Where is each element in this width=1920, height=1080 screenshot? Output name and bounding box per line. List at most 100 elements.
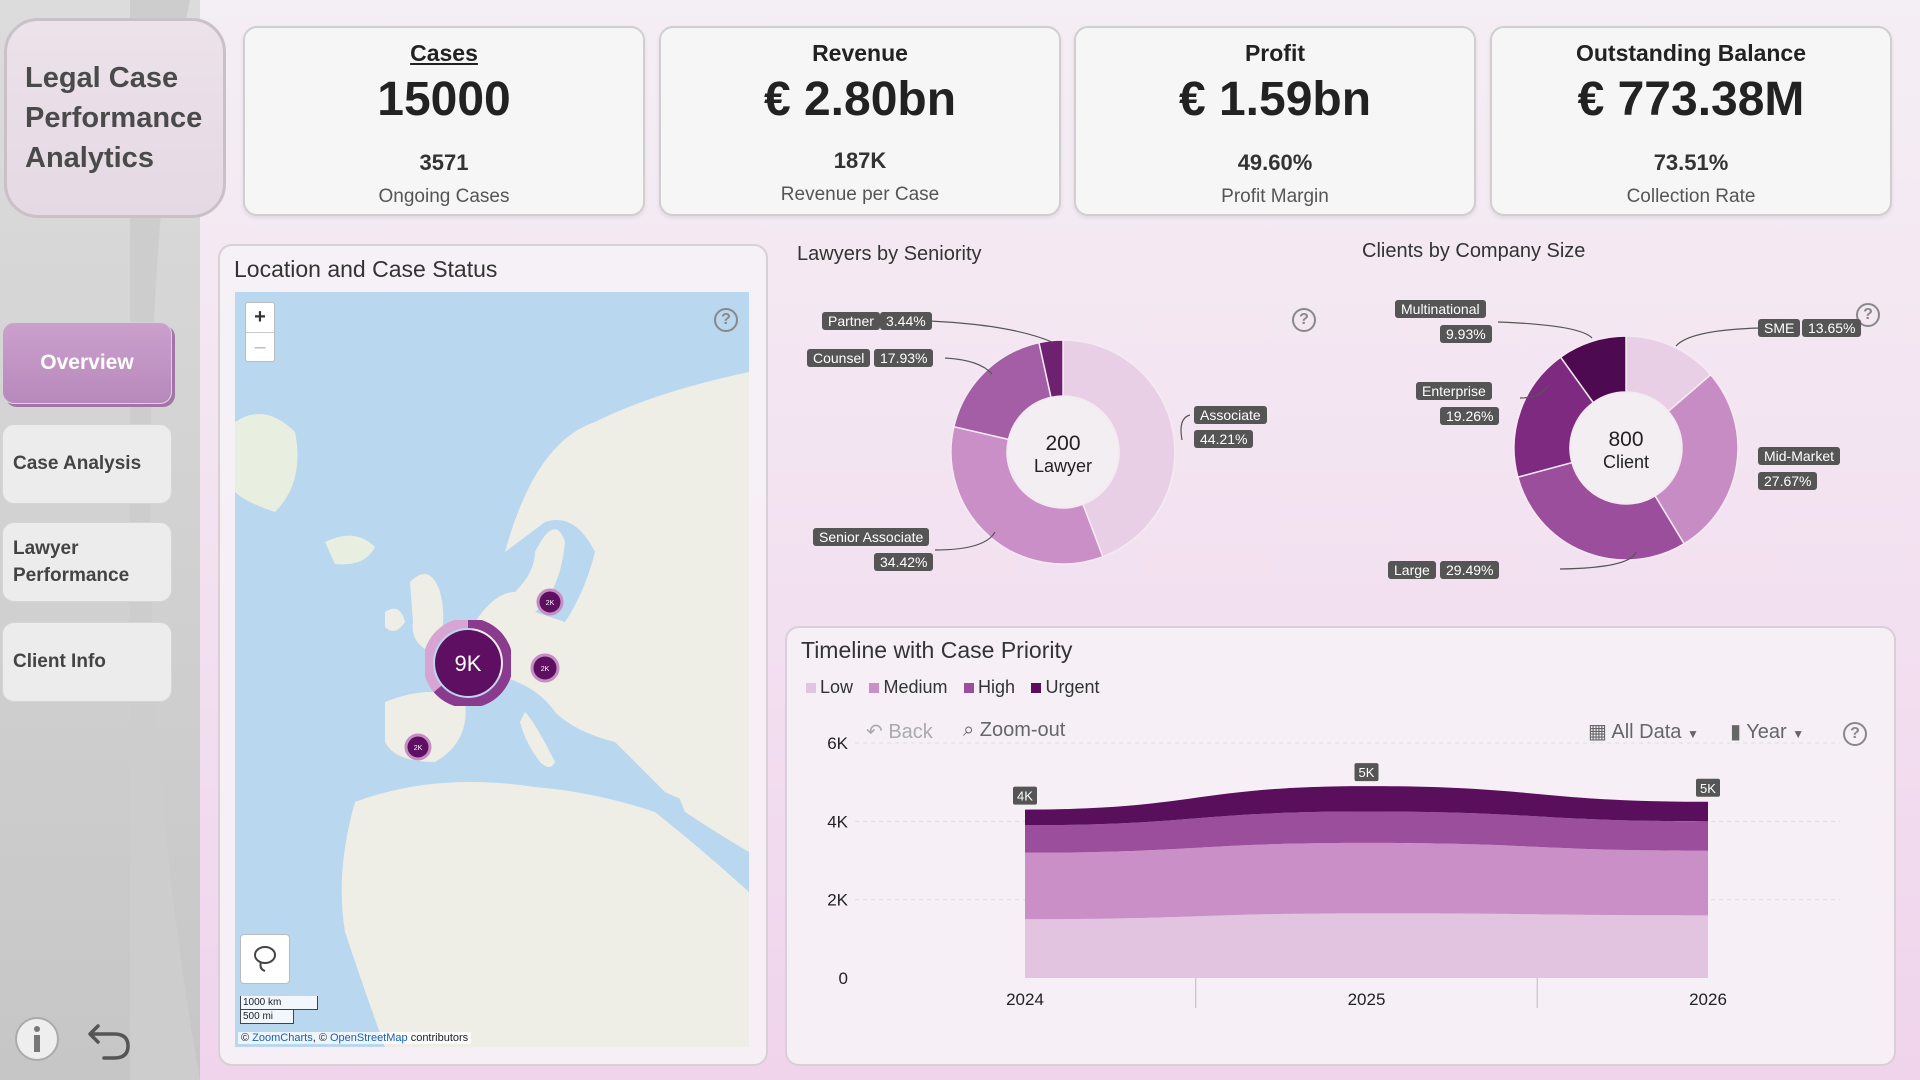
lawyers-label-name: Partner [822,312,880,330]
kpi-value: 15000 [377,73,511,126]
area-series-low[interactable] [1025,913,1708,978]
scale-km: 1000 km [240,996,318,1010]
year-dropdown[interactable]: ▮ Year ▼ [1730,719,1804,744]
back-arrow-icon[interactable] [86,1012,134,1062]
clients-slice-multinational[interactable] [1559,335,1627,404]
lawyers-label-pct: 3.44% [880,312,932,330]
nav-case-analysis[interactable]: Case Analysis [2,424,172,504]
kpi-card-revenue: Revenue € 2.80bn 187K Revenue per Case [659,26,1061,216]
cluster-label: 2K [546,600,555,607]
y-tick-label: 0 [839,969,848,988]
clients-label-name: Mid-Market [1758,447,1841,465]
lawyers-label-name: Counsel [807,349,871,367]
kpi-sub-value: 49.60% [1237,150,1313,175]
kpi-card-outstanding-balance: Outstanding Balance € 773.38M 73.51% Col… [1490,26,1892,216]
map-help-icon[interactable]: ? [714,308,738,332]
back-label: Back [888,721,933,743]
kpi-title[interactable]: Cases [410,40,478,66]
cluster-label: 2K [414,745,423,752]
clients-label-pct: 19.26% [1440,407,1500,425]
lawyers-center-value: 200 [1045,432,1081,455]
map-land [235,372,749,1047]
legend-item-urgent[interactable]: Urgent [1031,677,1099,698]
legend-item-medium[interactable]: Medium [869,677,948,698]
nav-lawyer-performance[interactable]: Lawyer Performance [2,522,172,602]
kpi-card-profit: Profit € 1.59bn 49.60% Profit Margin [1074,26,1476,216]
data-label: 5K [1354,763,1379,782]
all-data-dropdown[interactable]: ▦ All Data ▼ [1588,719,1699,744]
attribution-mid: , © [312,1032,330,1044]
info-icon[interactable] [14,1016,60,1062]
lawyers-slice-partner[interactable] [1038,339,1064,399]
nav-overview[interactable]: Overview [2,322,172,404]
chevron-down-icon: ▼ [1792,727,1805,741]
kpi-sub-label: Profit Margin [1221,186,1329,207]
y-tick-label: 4K [827,812,848,831]
back-button[interactable]: ↶ Back [866,719,933,744]
lasso-button[interactable] [240,934,290,984]
lawyers-center-label: Lawyer [1033,456,1093,476]
lawyers-label-pct: 17.93% [874,349,934,367]
kpi-sub-value: 187K [833,148,887,173]
legend-item-high[interactable]: High [963,677,1015,698]
kpi-title: Revenue [812,40,908,66]
svg-text:5K: 5K [1700,781,1716,796]
nav-overview-label: Overview [40,351,134,374]
map-scale-bar: 1000 km 500 mi [240,996,318,1024]
map-cluster-small[interactable]: 2K [530,653,560,683]
lawyers-help-icon[interactable]: ? [1292,308,1316,332]
clients-leader-lines [1497,321,1761,570]
x-tick-label: 2026 [1689,990,1727,1009]
lawyers-slice-senior-associate[interactable] [950,425,1104,565]
app-title-card: Legal Case Performance Analytics [4,18,226,218]
clients-label-name: SME [1758,319,1801,337]
zoomout-label: Zoom-out [979,719,1066,741]
kpi-sub-label: Revenue per Case [780,184,940,205]
nav-client-info-label: Client Info [13,651,106,672]
bar-chart-icon: ▮ [1730,721,1742,743]
timeline-help-icon[interactable]: ? [1843,722,1867,746]
lawyers-label-name: Senior Associate [813,528,930,546]
clients-help-icon[interactable]: ? [1856,303,1880,327]
map-cluster-small[interactable]: 2K [536,588,564,616]
zoomcharts-link[interactable]: ZoomCharts [252,1032,313,1044]
svg-text:5K: 5K [1359,765,1375,780]
map-cluster-large[interactable]: 9K [425,620,511,706]
timeline-legend: Low Medium High Urgent [806,677,1111,698]
clients-slice-enterprise[interactable] [1513,356,1595,479]
legend-item-low[interactable]: Low [806,677,853,698]
kpi-value: € 2.80bn [763,73,957,126]
clients-slice-mid-market[interactable] [1654,373,1739,545]
map-cluster-small[interactable]: 2K [404,733,432,761]
x-tick-label: 2024 [1006,990,1044,1009]
lasso-icon [254,946,276,972]
area-series-high[interactable] [1025,811,1708,853]
clients-center-label: Client [1602,452,1650,472]
map-attribution: © ZoomCharts, © OpenStreetMap contributo… [238,1032,472,1044]
kpi-sub-value: 73.51% [1653,150,1729,175]
kpi-sub-label: Ongoing Cases [378,186,510,207]
lawyers-leader-lines [879,319,1191,551]
alldata-label: All Data [1611,721,1682,743]
legend-label: Urgent [1045,677,1100,697]
y-tick-label: 6K [827,734,848,753]
map-zoom-control: + – [245,302,275,362]
clients-label-pct: 13.65% [1802,319,1862,337]
zoom-in-button[interactable]: + [246,303,274,333]
lawyers-slice-associate[interactable] [1062,339,1176,558]
area-series-medium[interactable] [1025,842,1708,920]
area-series-urgent[interactable] [1025,786,1708,826]
timeline-area-chart[interactable]: 0 2K 4K 6K 4K 5K 5K 2024 2025 2026 [800,725,1880,1015]
scale-mi: 500 mi [240,1010,294,1024]
zoom-out-button[interactable]: – [254,336,266,358]
lawyers-donut-chart[interactable] [948,337,1178,567]
nav-client-info[interactable]: Client Info [2,622,172,702]
legend-label: Low [820,677,854,697]
openstreetmap-link[interactable]: OpenStreetMap [329,1032,408,1044]
zoom-out-button[interactable]: ⌕ Zoom-out [963,719,1065,742]
nav-case-analysis-label: Case Analysis [13,453,142,474]
clients-donut-chart[interactable] [1511,333,1741,563]
svg-text:4K: 4K [1017,789,1033,804]
attribution-suffix: contributors [407,1032,469,1044]
kpi-sub-value: 3571 [419,150,469,175]
